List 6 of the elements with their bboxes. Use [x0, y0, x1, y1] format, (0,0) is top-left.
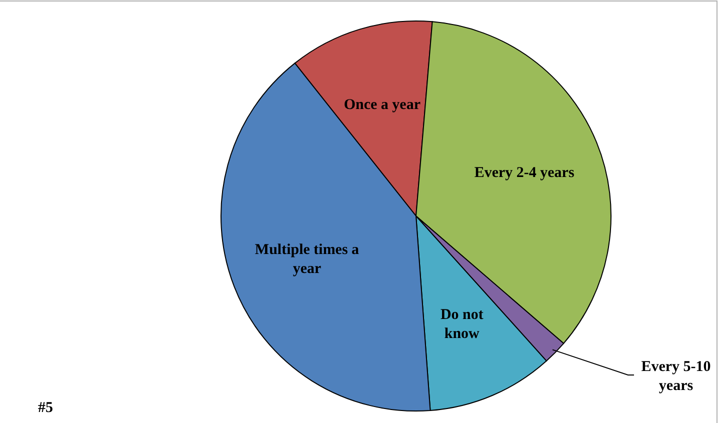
slice-label: Do not know [440, 307, 484, 342]
text: #5 [38, 400, 53, 416]
slice-label: Every 5-10 years [641, 359, 711, 394]
slice-label: Multiple times a year [254, 242, 360, 277]
slice-label: Once a year [344, 96, 421, 113]
slice-label: Every 2-4 years [474, 164, 574, 181]
